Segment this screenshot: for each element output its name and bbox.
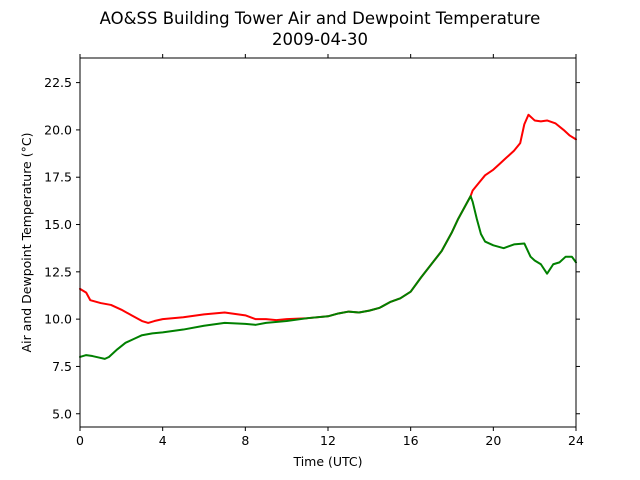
x-tick-label: 20 bbox=[485, 433, 501, 448]
series-layer bbox=[79, 113, 577, 360]
x-axis-label: Time (UTC) bbox=[292, 454, 362, 469]
x-tick-label: 4 bbox=[159, 433, 167, 448]
y-tick-label: 15.0 bbox=[44, 217, 72, 232]
plot-frame bbox=[79, 57, 577, 428]
series-line-1 bbox=[79, 113, 577, 324]
x-tick-label: 12 bbox=[320, 433, 336, 448]
x-tick-label: 8 bbox=[241, 433, 249, 448]
y-axis-label: Air and Dewpoint Temperature (°C) bbox=[19, 133, 34, 353]
tick-layer: 0 4 8 12 16 20 24 5.0 7.5 10.0 12.5 15.0 17.5 20.0 22.… bbox=[44, 54, 584, 448]
y-tick-label: 12.5 bbox=[44, 264, 72, 279]
x-tick-label: 0 bbox=[76, 433, 84, 448]
x-tick-label: 16 bbox=[403, 433, 419, 448]
chart-title: AO&SS Building Tower Air and Dewpoint Te… bbox=[100, 9, 541, 28]
y-tick-label: 20.0 bbox=[44, 122, 72, 137]
y-tick-label: 7.5 bbox=[52, 359, 72, 374]
series-line-2 bbox=[79, 195, 577, 360]
chart-subtitle: 2009-04-30 bbox=[272, 30, 368, 49]
x-tick-label: 24 bbox=[568, 433, 584, 448]
y-tick-label: 22.5 bbox=[44, 75, 72, 90]
y-tick-label: 17.5 bbox=[44, 170, 72, 185]
y-tick-label: 5.0 bbox=[52, 406, 72, 421]
y-tick-label: 10.0 bbox=[44, 312, 72, 327]
